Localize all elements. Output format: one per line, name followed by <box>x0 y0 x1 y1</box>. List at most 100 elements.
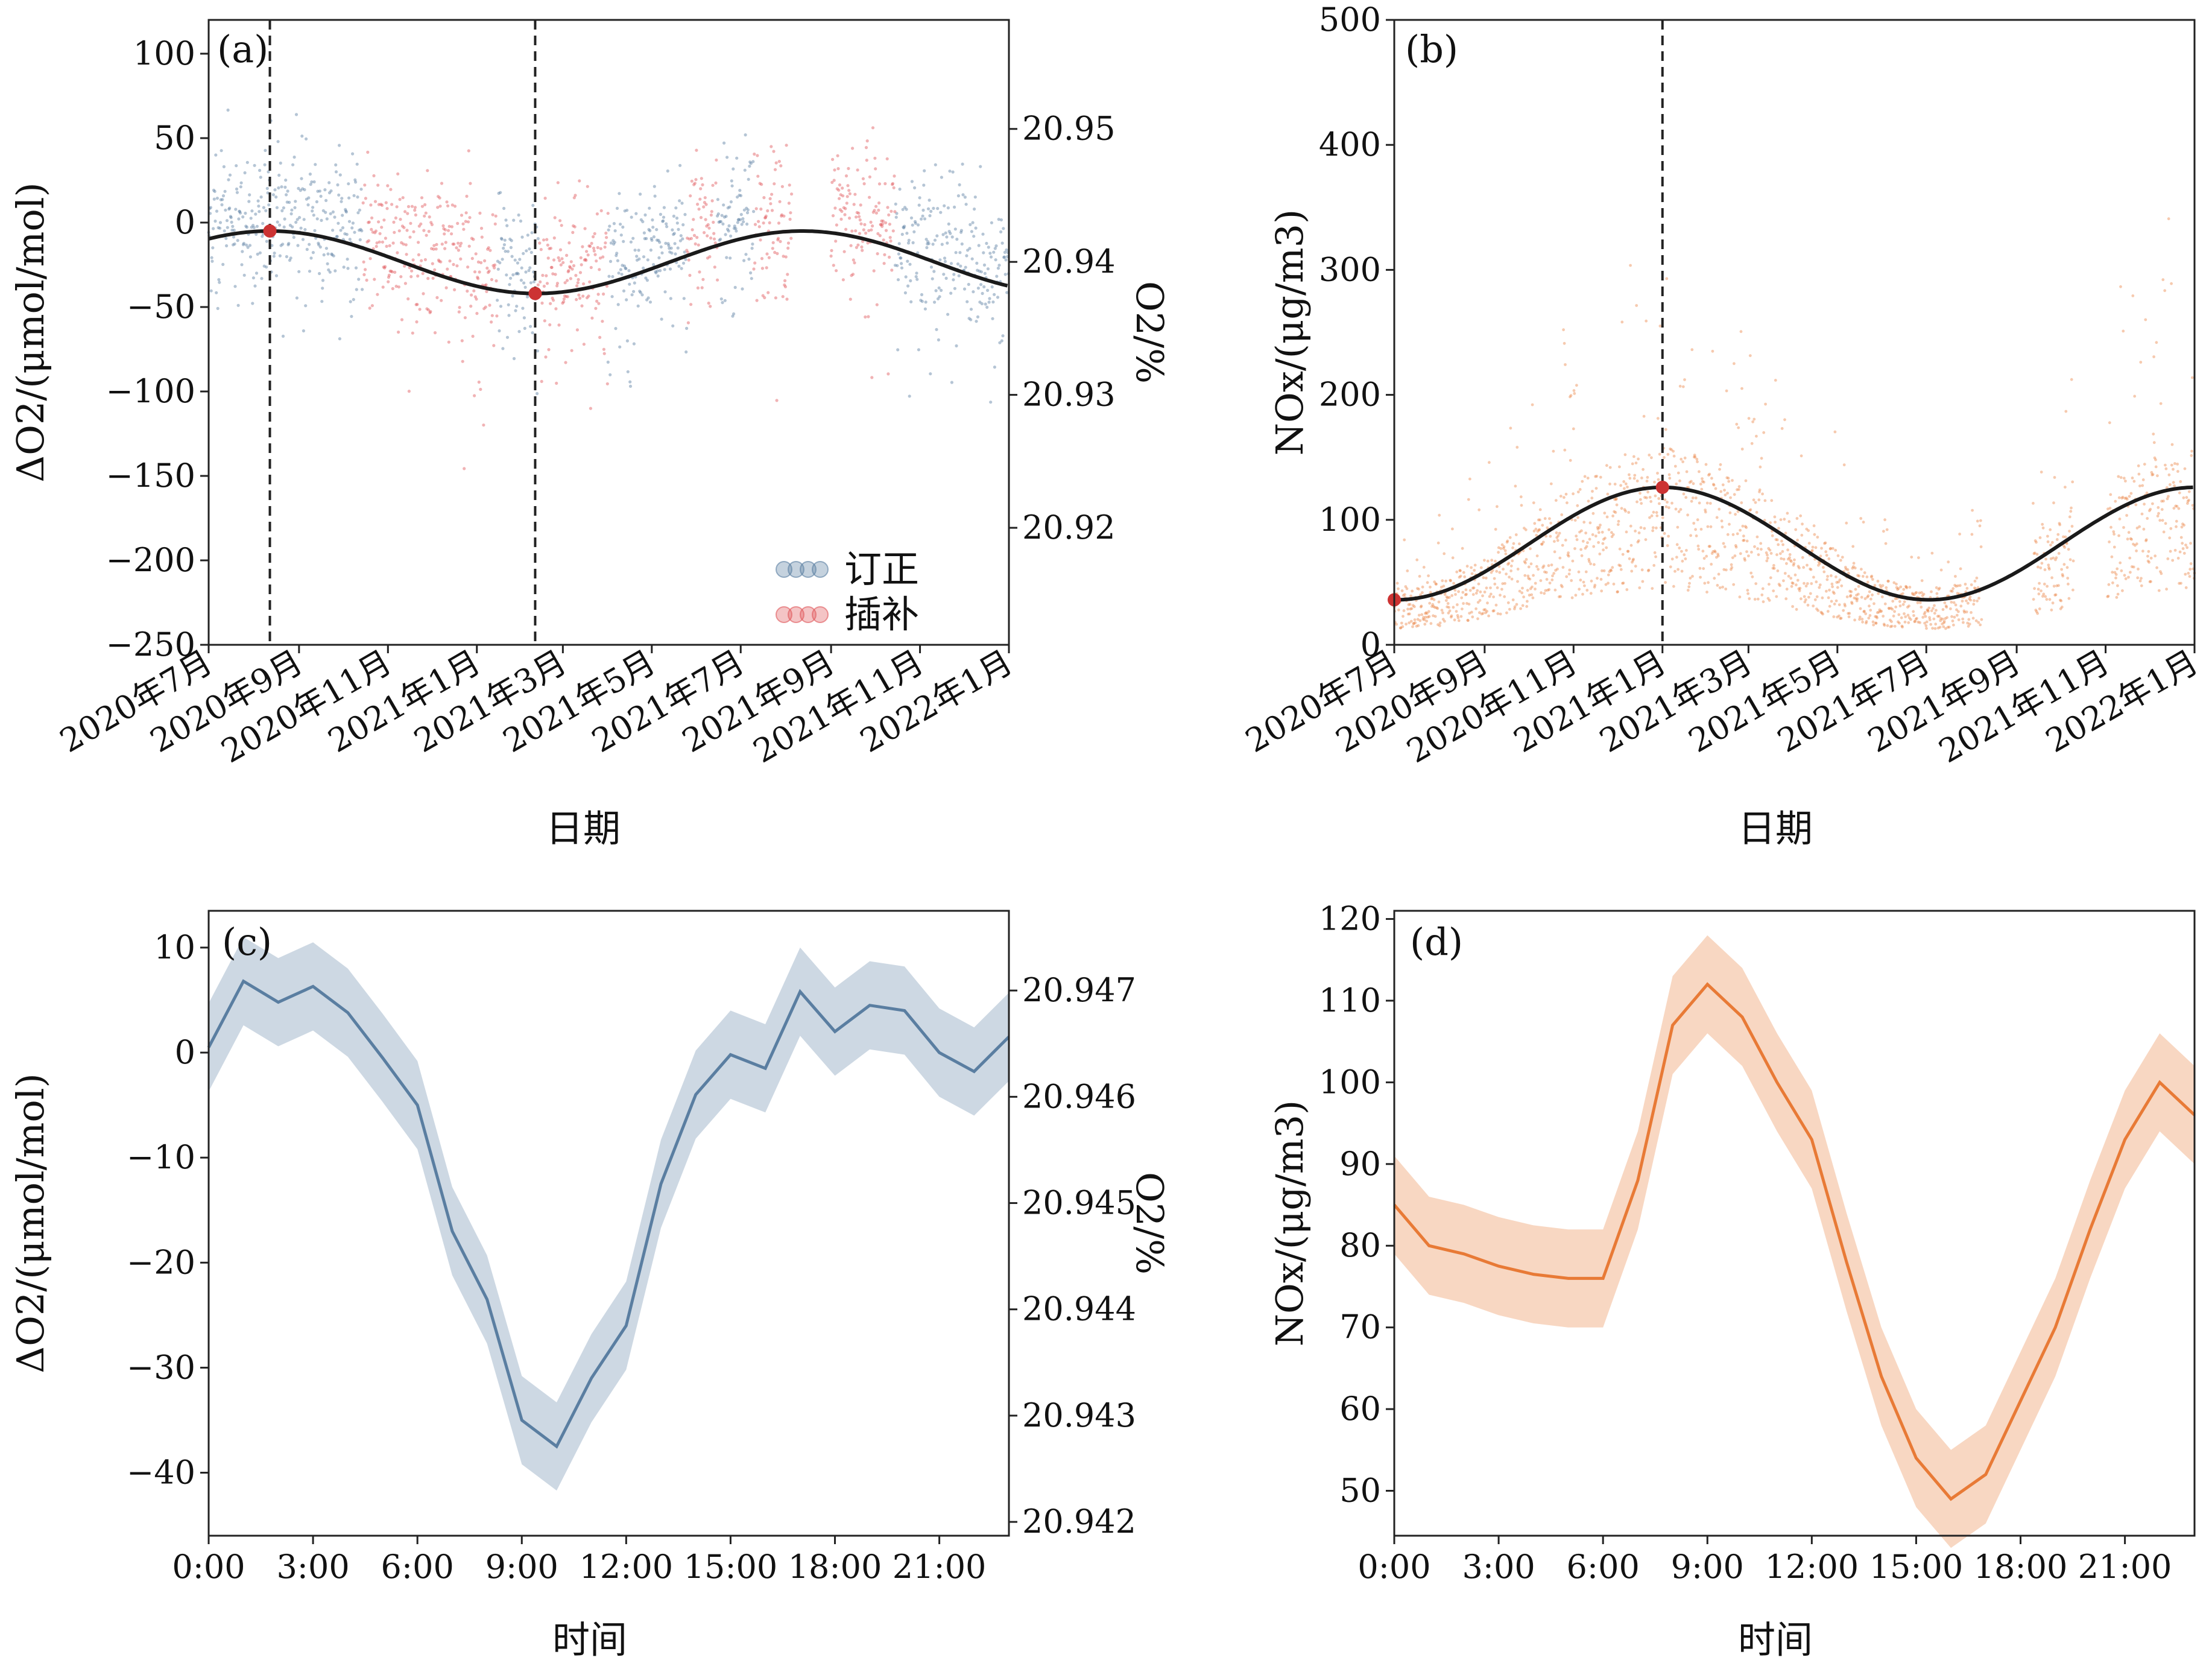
scatter-point <box>1621 553 1625 556</box>
scatter-point <box>1921 594 1924 597</box>
scatter-point <box>1635 500 1638 504</box>
scatter-point <box>1863 597 1867 600</box>
scatter-point <box>231 224 235 228</box>
scatter-point <box>1491 609 1495 613</box>
scatter-point <box>1776 569 1780 572</box>
scatter-point <box>1569 394 1573 397</box>
scatter-point <box>749 162 753 165</box>
scatter-point <box>1451 527 1454 531</box>
scatter-point <box>913 186 917 189</box>
scatter-point <box>1543 517 1547 521</box>
panel-d-x-tick-label: 0:00 <box>1357 1548 1430 1586</box>
scatter-point <box>627 269 631 273</box>
scatter-point <box>391 287 394 291</box>
scatter-point <box>1646 569 1650 572</box>
scatter-point <box>1652 564 1656 567</box>
scatter-point <box>2061 573 2064 576</box>
scatter-point <box>1957 610 1960 613</box>
scatter-point <box>595 259 598 263</box>
scatter-point <box>437 258 441 262</box>
scatter-point <box>522 252 525 255</box>
scatter-point <box>212 188 216 192</box>
scatter-point <box>1441 579 1444 583</box>
scatter-point <box>1003 250 1006 254</box>
scatter-point <box>210 259 214 263</box>
scatter-point <box>1619 568 1623 571</box>
scatter-point <box>496 299 499 302</box>
scatter-point <box>1639 526 1643 530</box>
scatter-point <box>2180 525 2184 529</box>
scatter-point <box>213 220 217 223</box>
scatter-point <box>1826 575 1830 578</box>
scatter-point <box>398 198 402 201</box>
scatter-point <box>1806 603 1810 607</box>
scatter-point <box>1724 588 1728 591</box>
scatter-point <box>1582 521 1586 524</box>
scatter-point <box>831 157 835 161</box>
scatter-point <box>728 256 732 260</box>
scatter-point <box>250 209 254 213</box>
legend-symbol-interpolated <box>776 606 829 623</box>
scatter-point <box>2151 473 2155 476</box>
scatter-point <box>388 269 392 273</box>
scatter-point <box>384 265 387 268</box>
scatter-point <box>1891 607 1894 611</box>
scatter-point <box>1698 501 1701 505</box>
scatter-point <box>1962 609 1966 613</box>
scatter-point <box>1555 531 1558 534</box>
scatter-point <box>637 257 641 261</box>
scatter-point <box>1676 568 1680 571</box>
scatter-point <box>946 312 950 316</box>
scatter-point <box>215 209 219 213</box>
scatter-point <box>1502 545 1506 548</box>
scatter-point <box>982 251 985 255</box>
scatter-point <box>1565 575 1569 578</box>
scatter-point <box>2160 572 2163 575</box>
scatter-point <box>464 220 467 223</box>
scatter-point <box>1473 563 1477 567</box>
scatter-point <box>1624 482 1628 486</box>
scatter-point <box>1954 584 1958 588</box>
panel-c-x-tick-label: 12:00 <box>580 1548 674 1586</box>
scatter-point <box>1405 587 1409 591</box>
scatter-point <box>470 256 474 261</box>
scatter-point <box>654 270 657 274</box>
scatter-point <box>455 264 459 268</box>
scatter-point <box>1829 546 1833 550</box>
scatter-point <box>2147 550 2150 553</box>
scatter-point <box>612 222 616 226</box>
scatter-point <box>523 326 526 331</box>
scatter-point <box>877 201 881 205</box>
scatter-point <box>695 236 699 239</box>
scatter-point <box>1419 605 1423 609</box>
scatter-point <box>1409 594 1413 598</box>
scatter-point <box>1950 615 1953 618</box>
scatter-point <box>675 221 679 225</box>
scatter-point <box>736 218 740 222</box>
panel-b-y-label: NOx/(μg/m3) <box>1268 209 1312 455</box>
scatter-point <box>1470 566 1473 569</box>
panel-d-y-label: NOx/(μg/m3) <box>1268 1100 1312 1346</box>
scatter-point <box>1691 496 1695 499</box>
scatter-point <box>1484 576 1488 580</box>
scatter-point <box>2163 289 2167 293</box>
scatter-point <box>1564 539 1567 542</box>
scatter-point <box>1900 624 1904 628</box>
scatter-point <box>2040 470 2043 474</box>
scatter-point <box>1626 550 1630 553</box>
scatter-point <box>1787 520 1791 524</box>
scatter-point <box>1850 601 1853 604</box>
scatter-point <box>460 241 463 245</box>
scatter-point <box>1711 483 1715 486</box>
scatter-point <box>2046 584 2049 588</box>
scatter-point <box>1749 508 1752 512</box>
scatter-point <box>1699 483 1702 486</box>
scatter-point <box>652 263 656 267</box>
scatter-point <box>722 215 726 219</box>
scatter-point <box>1449 579 1452 583</box>
scatter-point <box>991 300 995 304</box>
scatter-point <box>1624 510 1628 513</box>
scatter-point <box>1458 569 1462 572</box>
scatter-point <box>1518 589 1522 593</box>
scatter-point <box>329 212 332 215</box>
